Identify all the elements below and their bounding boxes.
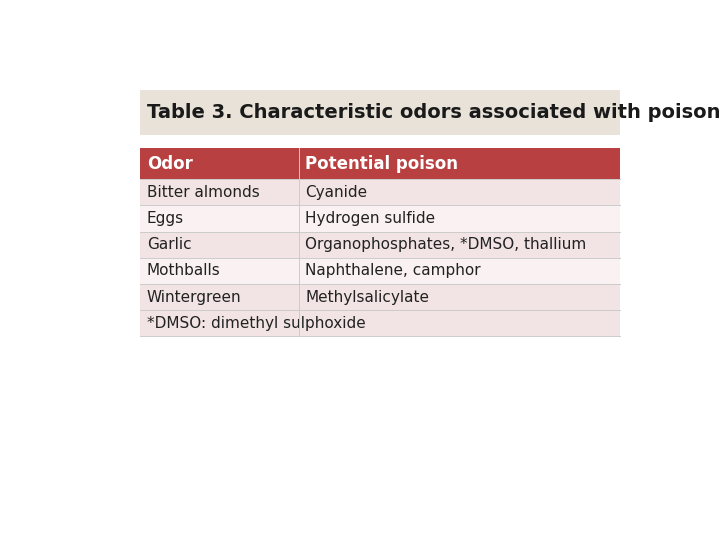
- Text: Naphthalene, camphor: Naphthalene, camphor: [305, 264, 481, 278]
- FancyBboxPatch shape: [140, 258, 620, 284]
- Text: Cyanide: Cyanide: [305, 185, 367, 200]
- Text: Garlic: Garlic: [147, 237, 192, 252]
- FancyBboxPatch shape: [140, 232, 620, 258]
- Text: *DMSO: dimethyl sulphoxide: *DMSO: dimethyl sulphoxide: [147, 316, 366, 330]
- Text: Hydrogen sulfide: Hydrogen sulfide: [305, 211, 436, 226]
- FancyBboxPatch shape: [140, 90, 620, 136]
- Text: Methylsalicylate: Methylsalicylate: [305, 289, 429, 305]
- FancyBboxPatch shape: [140, 310, 620, 336]
- Text: Organophosphates, *DMSO, thallium: Organophosphates, *DMSO, thallium: [305, 237, 587, 252]
- FancyBboxPatch shape: [140, 148, 620, 179]
- Text: Mothballs: Mothballs: [147, 264, 220, 278]
- Text: Bitter almonds: Bitter almonds: [147, 185, 260, 200]
- Text: Potential poison: Potential poison: [305, 154, 458, 173]
- FancyBboxPatch shape: [140, 205, 620, 232]
- Text: Wintergreen: Wintergreen: [147, 289, 241, 305]
- Text: Eggs: Eggs: [147, 211, 184, 226]
- Text: Odor: Odor: [147, 154, 193, 173]
- FancyBboxPatch shape: [140, 284, 620, 310]
- Text: Table 3. Characteristic odors associated with poisonings: Table 3. Characteristic odors associated…: [147, 103, 720, 122]
- FancyBboxPatch shape: [140, 179, 620, 205]
